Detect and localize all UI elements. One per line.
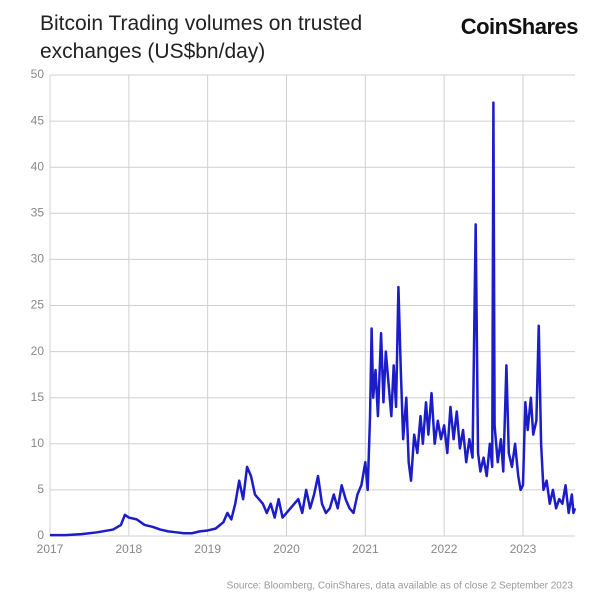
data-line xyxy=(50,101,577,537)
x-tick-label: 2022 xyxy=(431,542,458,556)
y-tick-label: 50 xyxy=(31,67,45,81)
brand-logo: CoinShares xyxy=(460,14,579,39)
x-tick-label: 2017 xyxy=(37,542,64,556)
chart-title: Bitcoin Trading volumes on trusted excha… xyxy=(40,12,363,63)
x-tick-label: 2021 xyxy=(352,542,379,556)
y-tick-label: 0 xyxy=(37,528,44,542)
y-tick-label: 5 xyxy=(37,482,44,496)
y-tick-label: 45 xyxy=(31,113,45,127)
y-tick-label: 20 xyxy=(31,344,45,358)
x-tick-label: 2019 xyxy=(194,542,221,556)
y-tick-label: 35 xyxy=(31,205,45,219)
x-tick-label: 2020 xyxy=(273,542,300,556)
x-tick-label: 2023 xyxy=(510,542,537,556)
y-tick-label: 10 xyxy=(31,436,45,450)
source-note: Source: Bloomberg, CoinShares, data avai… xyxy=(227,581,574,592)
y-tick-label: 25 xyxy=(31,298,45,312)
y-tick-label: 40 xyxy=(31,159,45,173)
x-tick-label: 2018 xyxy=(115,542,142,556)
y-tick-label: 15 xyxy=(31,390,45,404)
y-tick-label: 30 xyxy=(31,252,45,266)
